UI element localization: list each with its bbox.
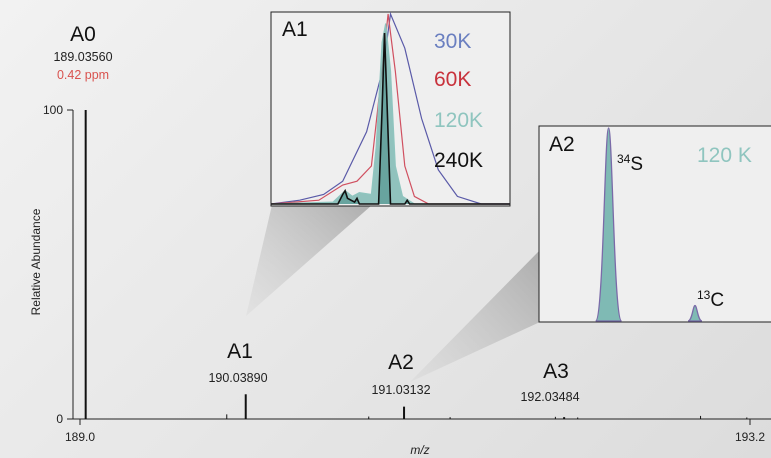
x-tick-label-193: 193.2	[735, 430, 765, 444]
peak-labels: A0 189.03560 0.42 ppm A1 190.03890 A2 19…	[53, 23, 579, 404]
x-axis-title: m/z	[410, 443, 429, 457]
peak-a2-name: A2	[388, 351, 414, 374]
peak-a0-name: A0	[70, 23, 96, 46]
inset-a1-curve-120k	[270, 23, 510, 205]
inset-a1-curve-30k	[270, 11, 510, 205]
isotope-13c-label: 13C	[697, 288, 724, 311]
legend-120k: 120K	[434, 109, 483, 132]
axes: 100 0 189.0 193.2 m/z Relative Abundance	[29, 103, 771, 457]
inset-a2-frame	[538, 125, 771, 323]
peak-a3-mass: 192.03484	[520, 390, 579, 404]
inset-a2-title: A2	[549, 133, 575, 156]
peak-a3-name: A3	[543, 360, 569, 383]
y-tick-label-100: 100	[43, 103, 63, 117]
y-axis-title: Relative Abundance	[29, 208, 43, 315]
zoom-wedge-a1	[246, 205, 372, 316]
isotope-34s-label: 34S	[617, 152, 643, 175]
inset-a1: A1 30K 60K 120K 240K	[270, 11, 511, 207]
peak-a0-mass: 189.03560	[53, 50, 112, 64]
peak-a1-name: A1	[227, 340, 253, 363]
main-peaks	[84, 110, 748, 419]
legend-30k: 30K	[434, 30, 471, 53]
inset-a2: A2 120 K 34S 13C	[538, 125, 771, 323]
zoom-wedge-a2	[410, 250, 540, 382]
inset-a1-title: A1	[282, 18, 308, 41]
legend-240k: 240K	[434, 149, 483, 172]
peak-a1-mass: 190.03890	[208, 371, 267, 385]
inset-a1-fill-120k	[271, 23, 510, 204]
inset-a1-curve-240k	[271, 32, 510, 205]
legend-60k: 60K	[434, 68, 471, 91]
isotope-13c-element: C	[710, 290, 724, 311]
inset-a2-peak-13c	[687, 304, 703, 322]
peak-a2-mass: 191.03132	[371, 383, 430, 397]
x-tick-label-189: 189.0	[65, 430, 95, 444]
isotope-13c-sup: 13	[697, 288, 711, 302]
inset-a2-resolution: 120 K	[697, 144, 752, 167]
isotope-34s-sup: 34	[617, 152, 631, 166]
inset-a2-curves	[594, 127, 703, 322]
peak-a0-ppm: 0.42 ppm	[57, 68, 109, 82]
inset-a1-curves	[270, 11, 510, 205]
inset-a2-peak-34s	[594, 127, 623, 322]
y-tick-label-0: 0	[56, 412, 63, 426]
isotope-34s-element: S	[630, 154, 643, 175]
